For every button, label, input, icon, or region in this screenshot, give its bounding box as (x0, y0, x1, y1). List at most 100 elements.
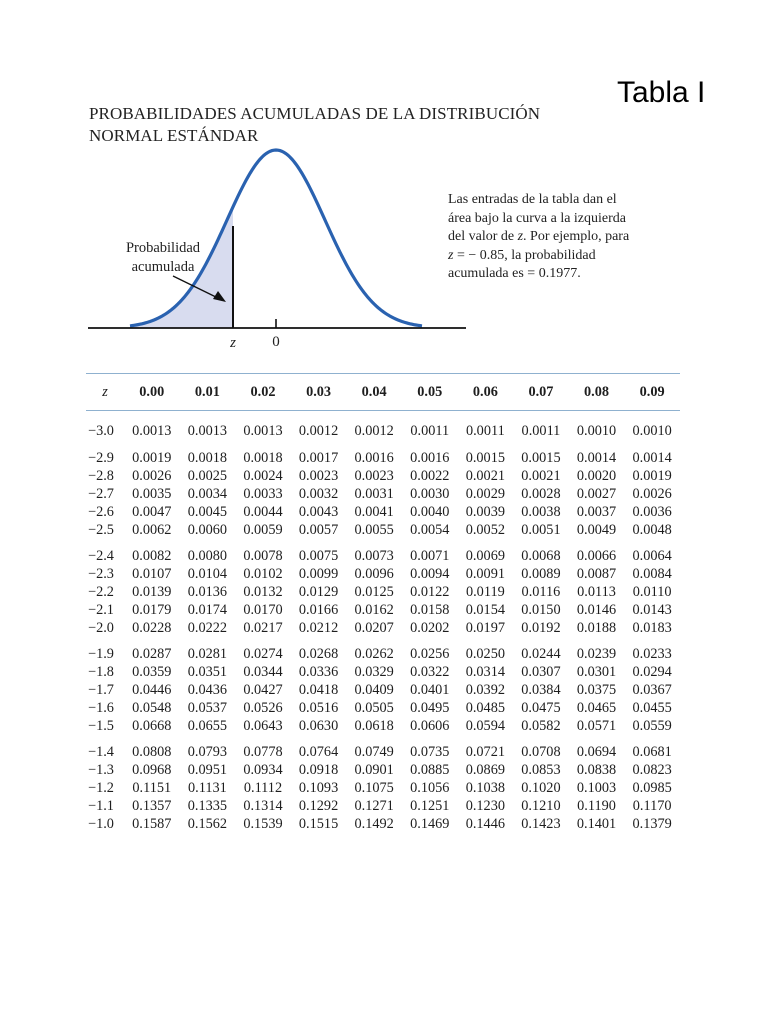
probability-cell: 0.0764 (298, 744, 339, 761)
probability-cell: 0.0244 (521, 646, 561, 663)
probability-cell: 0.0192 (521, 619, 561, 636)
probability-cell: 0.0030 (410, 485, 450, 502)
probability-cell: 0.0314 (465, 664, 506, 681)
z-axis-label: z (229, 335, 236, 351)
row-group: −2.9 0.0019 0.0018 0.0018 0.0017 0.0016 0.0016… (86, 441, 680, 539)
probability-cell: 0.0582 (521, 717, 561, 734)
probability-cell: 0.0823 (632, 762, 672, 779)
probability-cell: 0.0089 (521, 566, 561, 583)
probability-cell: 0.0017 (298, 450, 339, 467)
probability-cell: 0.1446 (465, 815, 506, 832)
probability-cell: 0.0150 (521, 601, 561, 618)
table-row: −1.7 0.0446 0.0436 0.0427 0.0418 0.0409 0.0401… (86, 682, 680, 700)
z-value-cell: −2.8 (88, 468, 114, 485)
probability-cell: 0.0084 (632, 566, 672, 583)
probability-cell: 0.0174 (187, 601, 228, 618)
table-row: −2.2 0.0139 0.0136 0.0132 0.0129 0.0125 0.0122… (86, 584, 680, 602)
probability-cell: 0.0968 (132, 762, 172, 779)
probability-cell: 0.0721 (465, 744, 506, 761)
z-value-cell: −3.0 (88, 422, 114, 439)
table-row: −2.4 0.0082 0.0080 0.0078 0.0075 0.0073 0.0071… (86, 539, 680, 566)
probability-cell: 0.0023 (298, 468, 339, 485)
probability-cell: 0.0606 (410, 717, 450, 734)
probability-cell: 0.0039 (465, 503, 506, 520)
probability-cell: 0.0011 (465, 422, 505, 439)
probability-cell: 0.0465 (576, 699, 617, 716)
probability-cell: 0.1492 (354, 815, 394, 832)
z-value-cell: −1.5 (88, 717, 114, 734)
probability-cell: 0.1469 (410, 815, 450, 832)
note-text-3: = − 0.85, la probabilidad acumulada es =… (448, 247, 596, 282)
probability-cell: 0.0015 (465, 450, 506, 467)
probability-cell: 0.0274 (243, 646, 283, 663)
probability-cell: 0.0170 (243, 601, 283, 618)
probability-cell: 0.0080 (187, 548, 228, 565)
probability-cell: 0.0010 (632, 422, 672, 439)
probability-cell: 0.0778 (243, 744, 283, 761)
probability-cell: 0.0188 (576, 619, 617, 636)
probability-cell: 0.0122 (410, 583, 450, 600)
z-value-cell: −2.3 (88, 566, 114, 583)
probability-cell: 0.0019 (632, 468, 672, 485)
probability-cell: 0.1170 (632, 797, 672, 814)
probability-cell: 0.0082 (132, 548, 172, 565)
table-row: −2.7 0.0035 0.0034 0.0033 0.0032 0.0031 0.0030… (86, 486, 680, 504)
table-row: −3.0 0.0013 0.0013 0.0013 0.0012 0.0012 0.0011… (86, 411, 680, 442)
probability-cell: 0.0044 (243, 503, 283, 520)
probability-cell: 0.0064 (632, 548, 672, 565)
probability-cell: 0.0055 (354, 521, 394, 538)
probability-cell: 0.0336 (298, 664, 339, 681)
probability-cell: 0.1587 (132, 815, 172, 832)
probability-cell: 0.0505 (354, 699, 394, 716)
probability-cell: 0.0059 (243, 521, 283, 538)
probability-cell: 0.0018 (243, 450, 283, 467)
probability-cell: 0.0102 (243, 566, 283, 583)
note-z-2: z (448, 247, 454, 263)
z-value-cell: −2.0 (88, 619, 114, 636)
probability-cell: 0.0287 (132, 646, 172, 663)
probability-cell: 0.1251 (410, 797, 450, 814)
probability-cell: 0.0013 (132, 422, 172, 439)
probability-cell: 0.0129 (298, 583, 339, 600)
probability-cell: 0.0571 (576, 717, 617, 734)
header-col: 0.04 (346, 373, 402, 411)
probability-cell: 0.1314 (243, 797, 283, 814)
probability-cell: 0.1151 (132, 779, 172, 796)
probability-cell: 0.0012 (354, 422, 394, 439)
table-header-row: z 0.00 0.01 0.02 0.03 0.04 0.05 0.06 0.07 0.08 0.0… (86, 373, 680, 411)
note-text-1: Las entradas de la tabla dan el área baj… (448, 192, 627, 244)
probability-cell: 0.0202 (410, 619, 450, 636)
probability-cell: 0.0069 (465, 548, 506, 565)
probability-cell: 0.0934 (243, 762, 283, 779)
note-text-2: . Por ejemplo, para (523, 229, 630, 244)
probability-cell: 0.0104 (187, 566, 228, 583)
z-value-cell: −2.6 (88, 503, 114, 520)
probability-cell: 0.0068 (521, 548, 561, 565)
probability-cell: 0.0359 (132, 664, 172, 681)
probability-cell: 0.1112 (243, 779, 283, 796)
probability-cell: 0.0384 (521, 681, 561, 698)
header-col: 0.00 (124, 373, 180, 411)
area-label-line1: Probabilidad (126, 240, 201, 256)
probability-cell: 0.0040 (410, 503, 450, 520)
area-label-line2: acumulada (132, 259, 195, 275)
table-row: −2.0 0.0228 0.0222 0.0217 0.0212 0.0207 0.0202… (86, 619, 680, 637)
probability-cell: 0.1562 (187, 815, 228, 832)
probability-cell: 0.0869 (465, 762, 506, 779)
table-row: −1.6 0.0548 0.0537 0.0526 0.0516 0.0505 0.0495… (86, 699, 680, 717)
probability-cell: 0.0019 (132, 450, 172, 467)
probability-cell: 0.0096 (354, 566, 394, 583)
probability-cell: 0.1271 (354, 797, 394, 814)
probability-cell: 0.1210 (521, 797, 561, 814)
probability-cell: 0.0075 (298, 548, 339, 565)
probability-cell: 0.0526 (243, 699, 283, 716)
row-group: −1.9 0.0287 0.0281 0.0274 0.0268 0.0262 0.0256… (86, 637, 680, 735)
probability-cell: 0.1020 (521, 779, 561, 796)
probability-cell: 0.1423 (521, 815, 561, 832)
probability-cell: 0.0023 (354, 468, 394, 485)
probability-cell: 0.0013 (187, 422, 228, 439)
arrow-line (172, 275, 223, 301)
table-row: −1.3 0.0968 0.0951 0.0934 0.0918 0.0901 0.0885… (86, 762, 680, 780)
table-row: −1.1 0.1357 0.1335 0.1314 0.1292 0.1271 0.1251… (86, 797, 680, 815)
probability-cell: 0.0136 (187, 583, 228, 600)
